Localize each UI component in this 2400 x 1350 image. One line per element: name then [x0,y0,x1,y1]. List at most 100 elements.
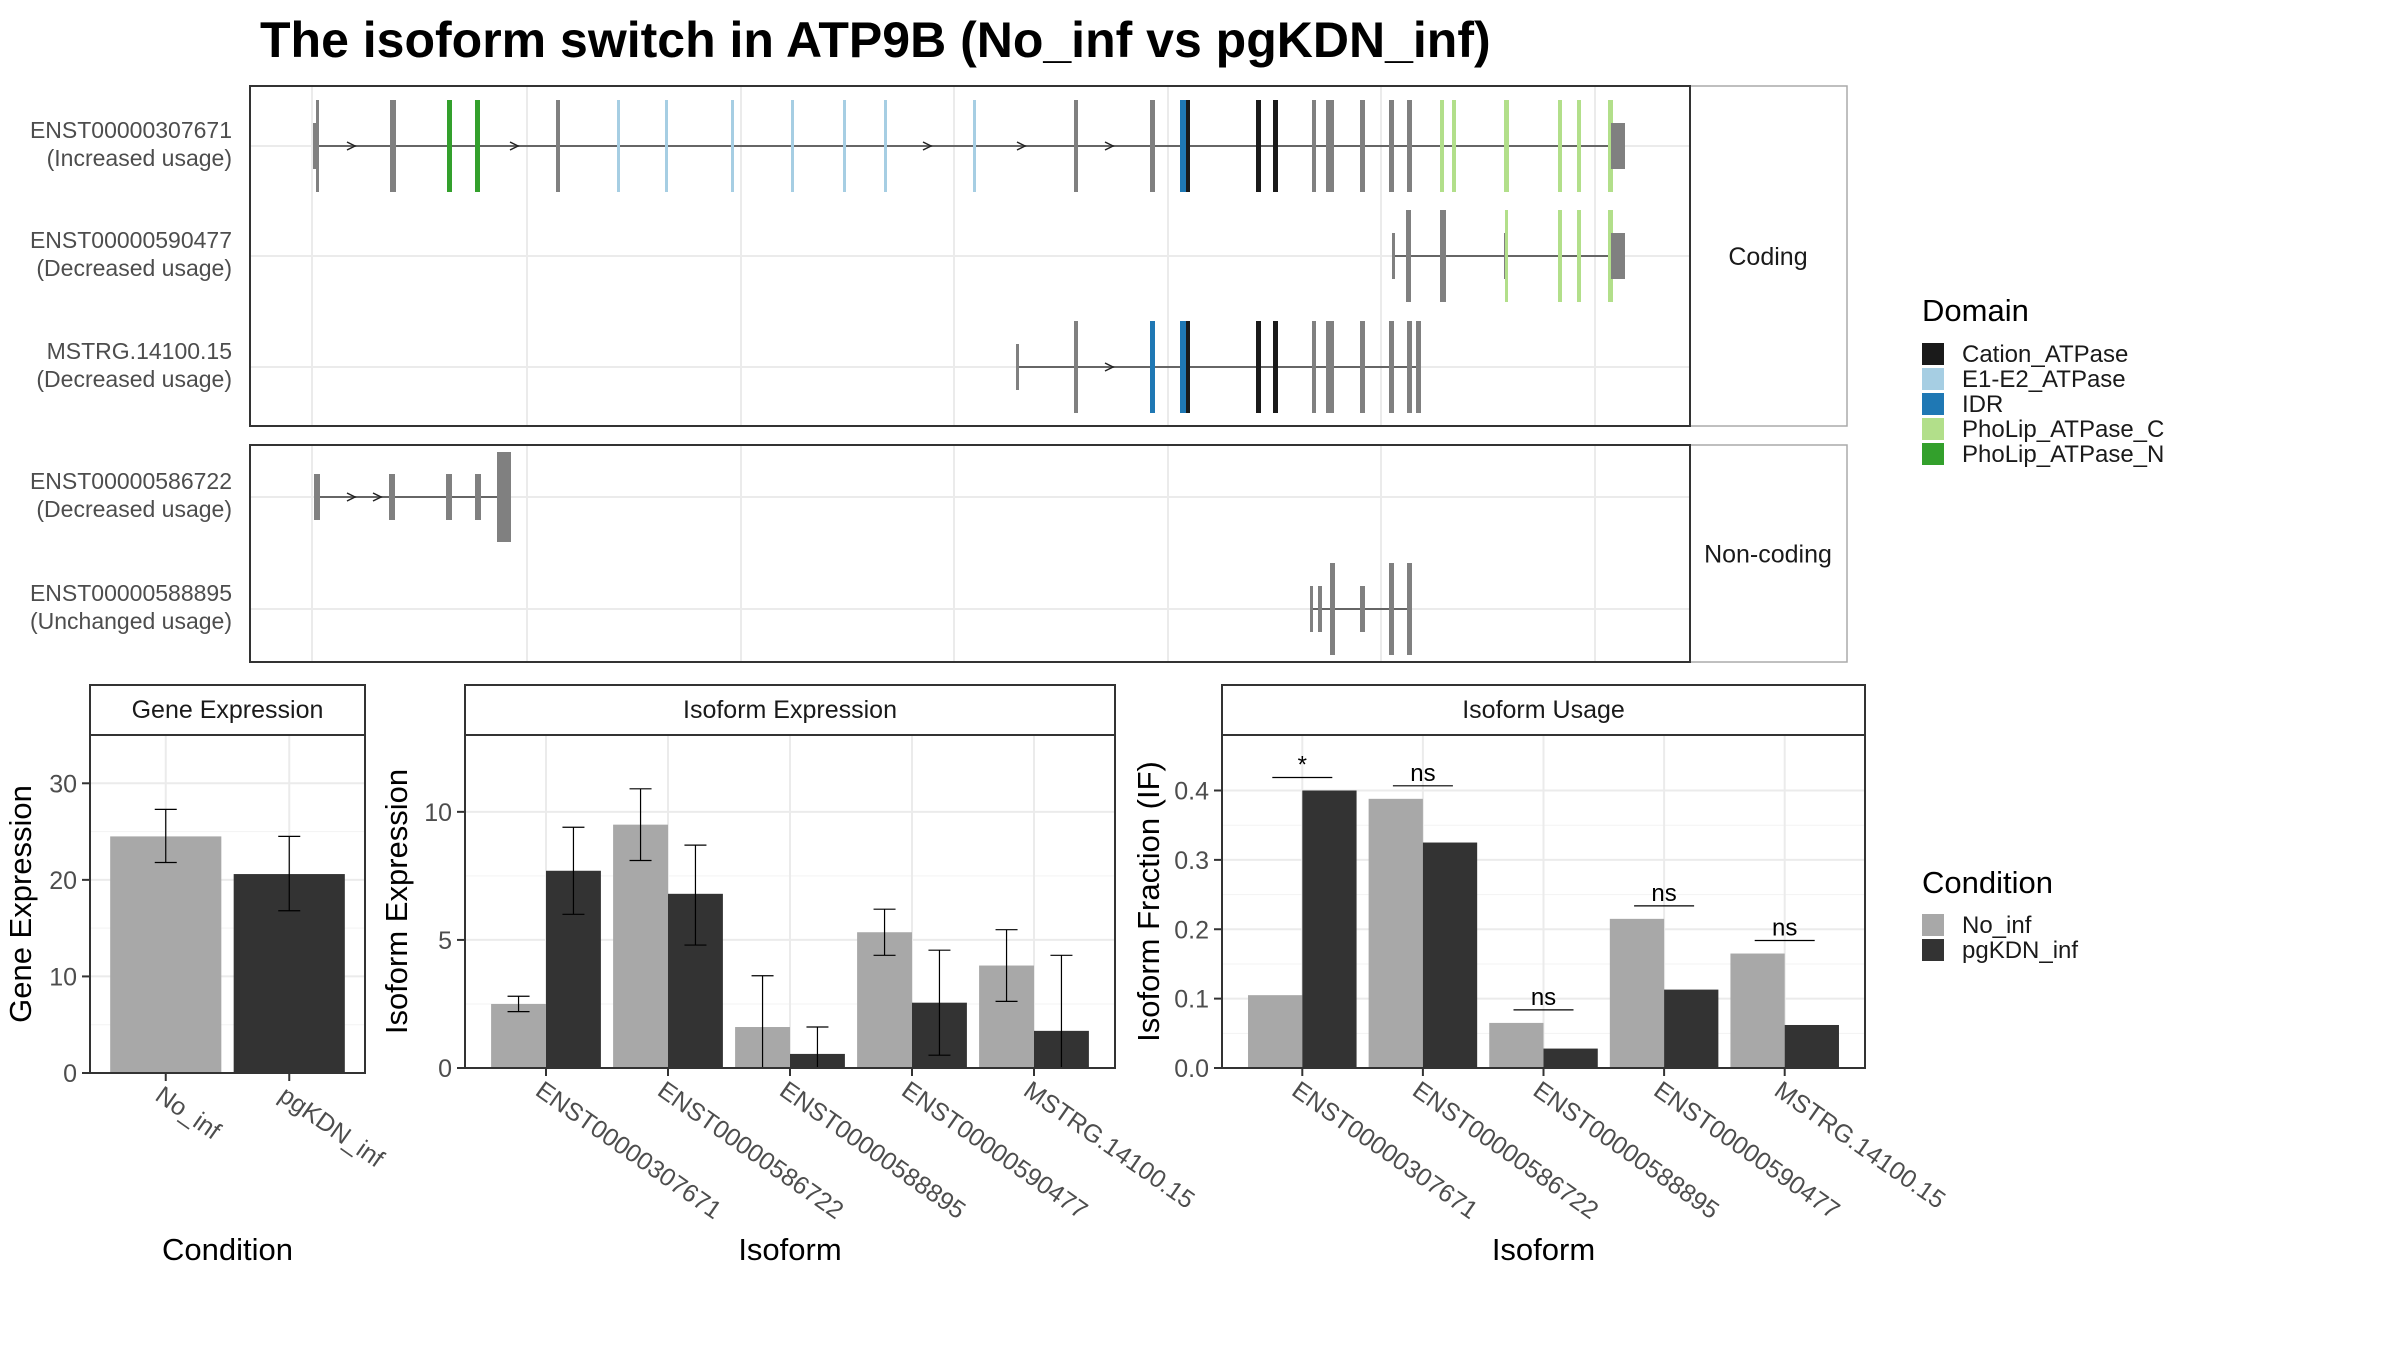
exon-block [1273,321,1278,413]
exon-block [1608,100,1613,192]
exon-block [1312,100,1316,192]
exon-block [1416,321,1421,413]
isoform-structure-plot: Coding Non-coding ENST00000307671(Increase… [30,85,1848,663]
exon-block [791,100,794,192]
panel-border [89,734,366,1074]
exon-block [475,474,481,520]
legend-title: Condition [1922,865,2053,900]
strip-box [89,684,366,736]
isoform-track-status: (Unchanged usage) [30,608,232,634]
legend-key [1922,368,1944,390]
exon-block [1180,321,1186,413]
exon-block [1360,586,1365,632]
data-bar [110,836,222,1073]
data-bar [1609,918,1665,1068]
exon-block [1326,100,1334,192]
isoform-track-label: ENST00000590477 [30,227,232,253]
isoform-track-status: (Decreased usage) [36,366,232,392]
structure-panel-border [249,444,1691,663]
legend-label: PhoLip_ATPase_N [1962,441,2164,468]
exon-block [1577,100,1581,192]
strand-arrow [346,141,357,151]
data-bar [1489,1022,1544,1068]
y-tick-label: 0.4 [1174,778,1209,806]
strand-arrow [509,141,520,151]
exon-block [1577,210,1581,302]
exon-block [1558,100,1562,192]
facet-strip [1689,444,1848,663]
x-axis-title: Condition [162,1232,293,1267]
significance-label: ns [1651,880,1676,907]
isoform-track-label: MSTRG.14100.15 [47,338,232,364]
y-tick-label: 20 [49,867,77,895]
strip-label: Gene Expression [132,696,324,724]
exon-block [1440,100,1444,192]
y-axis-title: Isoform Expression [379,769,414,1034]
structure-panel-bg [250,445,1690,662]
exon-block [1504,100,1509,192]
exon-block [1074,100,1078,192]
strand-arrow [346,492,357,502]
isoform-track-status: (Increased usage) [47,145,232,171]
data-bar [1368,798,1423,1068]
strand-arrow [1104,362,1115,372]
y-tick-label: 10 [49,963,77,991]
legend-label: PhoLip_ATPase_C [1962,416,2164,443]
structure-panel-border [249,85,1691,427]
legend-key [1922,343,1944,365]
y-tick-label: 30 [49,770,77,798]
exon-block [1326,321,1334,413]
isoform-track-status: (Decreased usage) [36,496,232,522]
exon-block [617,100,620,192]
y-tick-label: 0.2 [1174,916,1209,944]
strand-arrow [1104,141,1115,151]
legend-key [1922,443,1944,465]
data-bar [1248,995,1303,1068]
exon-block [1407,100,1412,192]
exon-block [1312,321,1316,413]
exon-block [1180,100,1186,192]
exon-block [1074,321,1078,413]
exon-block [1256,321,1261,413]
exon-block [1505,210,1508,302]
exon-block [390,100,396,192]
exon-block [1389,563,1394,655]
exon-block [1150,100,1155,192]
data-bar [1422,842,1478,1068]
exon-block [1611,233,1625,279]
data-bar [1664,989,1719,1068]
y-tick-label: 0.0 [1174,1055,1209,1083]
exon-block [1186,321,1190,413]
significance-label: * [1298,752,1307,779]
exon-block [884,100,887,192]
strip-box [1221,684,1866,736]
legend-key [1922,914,1944,936]
x-axis-title: Isoform [738,1232,841,1267]
exon-block [731,100,734,192]
legend-label: Cation_ATPase [1962,341,2128,368]
exon-block [1330,563,1335,655]
exon-block [1273,100,1278,192]
y-tick-label: 0 [63,1060,77,1088]
strand-arrow [372,492,383,502]
isoform-track-label: ENST00000586722 [30,468,232,494]
facet-label: Non-coding [1704,541,1832,569]
exon-block [1611,123,1625,169]
legend-key [1922,418,1944,440]
exon-block [665,100,668,192]
exon-block [1016,344,1019,390]
legend-label: IDR [1962,391,2003,418]
data-bar [613,824,668,1068]
significance-label: ns [1772,915,1797,942]
data-bar [491,1003,546,1068]
y-tick-label: 5 [438,927,452,955]
panel-border [464,734,1116,1069]
exon-block [316,100,319,192]
exon-block [843,100,846,192]
exon-block [1150,321,1155,413]
data-bar [1730,953,1785,1068]
exon-block [1608,210,1613,302]
data-bar [1302,790,1357,1068]
